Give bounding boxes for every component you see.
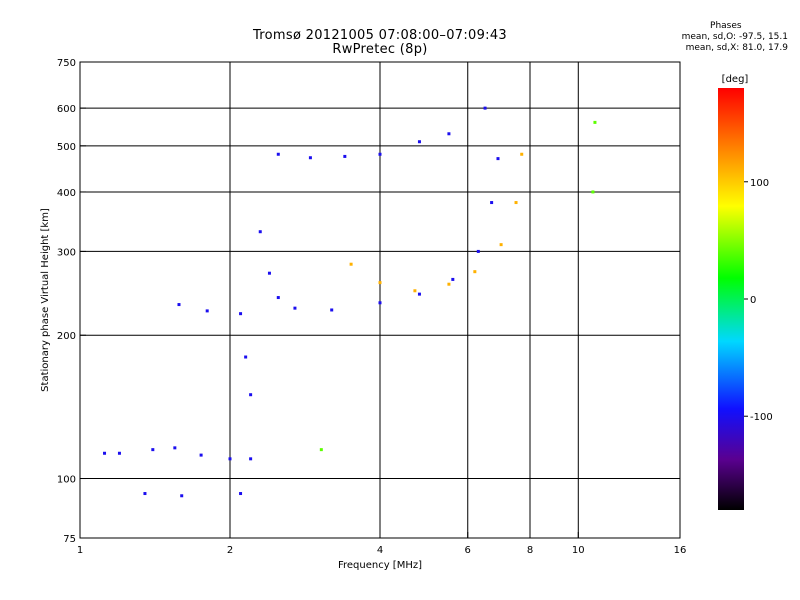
grid-lines bbox=[80, 62, 680, 538]
y-tick-label: 100 bbox=[57, 475, 76, 486]
echo-point bbox=[378, 301, 382, 305]
x-tick-label: 8 bbox=[527, 545, 533, 556]
echo-point bbox=[244, 355, 248, 359]
chart-subtitle: RwPretec (8p) bbox=[332, 42, 428, 57]
colorbar-tick-label: 100 bbox=[750, 178, 769, 189]
x-tick-label: 2 bbox=[227, 545, 233, 556]
x-axis-label: Frequency [MHz] bbox=[338, 560, 422, 571]
y-axis-label: Stationary phase Virtual Height [km] bbox=[40, 208, 51, 392]
echo-point bbox=[378, 281, 382, 285]
echo-point bbox=[228, 457, 232, 461]
echo-point bbox=[593, 120, 597, 124]
echo-point bbox=[173, 446, 177, 450]
phase-x-mode-line: mean, sd,X: 81.0, 17.9 bbox=[685, 43, 788, 53]
echo-point bbox=[205, 309, 209, 313]
y-tick-label: 400 bbox=[57, 188, 76, 199]
echo-point bbox=[267, 271, 271, 275]
y-tick-label: 750 bbox=[57, 58, 76, 69]
echo-point bbox=[473, 270, 477, 274]
echo-point bbox=[117, 451, 121, 455]
echo-point bbox=[417, 292, 421, 296]
phase-statistics-title: Phases bbox=[710, 21, 742, 31]
echo-point bbox=[447, 132, 451, 136]
y-tick-label: 600 bbox=[57, 104, 76, 115]
x-tick-label: 10 bbox=[572, 545, 585, 556]
echo-point bbox=[349, 262, 353, 266]
echo-point bbox=[476, 249, 480, 253]
colorbar-ticks: 100 0 -100 bbox=[744, 178, 773, 423]
echo-point bbox=[239, 492, 243, 496]
y-tick-label: 75 bbox=[63, 534, 76, 545]
echo-point bbox=[293, 306, 297, 310]
echo-point bbox=[378, 152, 382, 156]
echo-point bbox=[490, 201, 494, 205]
echo-point bbox=[451, 277, 455, 281]
echo-point bbox=[417, 140, 421, 144]
x-tick-label: 1 bbox=[77, 545, 83, 556]
echo-point bbox=[496, 157, 500, 161]
echo-point bbox=[343, 154, 347, 158]
echo-point bbox=[239, 312, 243, 316]
echo-point bbox=[520, 152, 524, 156]
echo-point bbox=[103, 451, 107, 455]
echo-point bbox=[249, 457, 253, 461]
echo-point bbox=[249, 393, 253, 397]
phase-o-mode-line: mean, sd,O: -97.5, 15.1 bbox=[681, 32, 788, 42]
echo-point bbox=[180, 494, 184, 498]
echo-point bbox=[199, 453, 203, 457]
echo-point bbox=[319, 448, 323, 452]
y-tick-label: 500 bbox=[57, 142, 76, 153]
echo-point bbox=[514, 201, 518, 205]
colorbar-label: [deg] bbox=[722, 74, 749, 85]
x-axis-ticks: 1 2 4 6 8 10 16 bbox=[77, 532, 687, 556]
data-points bbox=[103, 106, 597, 498]
y-tick-label: 200 bbox=[57, 331, 76, 342]
echo-point bbox=[258, 230, 262, 234]
echo-point bbox=[413, 289, 417, 293]
echo-point bbox=[483, 106, 487, 110]
echo-point bbox=[151, 448, 155, 452]
echo-point bbox=[143, 492, 147, 496]
echo-point bbox=[177, 303, 181, 307]
y-tick-label: 300 bbox=[57, 247, 76, 258]
phase-statistics: Phases mean, sd,O: -97.5, 15.1 mean, sd,… bbox=[682, 21, 788, 54]
x-tick-label: 16 bbox=[674, 545, 687, 556]
echo-point bbox=[330, 308, 334, 312]
echo-point bbox=[447, 282, 451, 286]
chart-title: Tromsø 20121005 07:08:00–07:09:43 bbox=[252, 28, 508, 43]
y-axis-ticks: 75 100 200 300 400 500 600 750 bbox=[57, 58, 86, 545]
echo-point bbox=[308, 156, 312, 160]
echo-point bbox=[276, 152, 280, 156]
colorbar-tick-label: -100 bbox=[750, 412, 773, 423]
x-tick-label: 6 bbox=[465, 545, 471, 556]
colorbar: [deg] 100 0 -100 bbox=[718, 74, 773, 510]
colorbar-tick-label: 0 bbox=[750, 295, 756, 306]
echo-point bbox=[276, 296, 280, 300]
colorbar-gradient bbox=[718, 88, 744, 510]
x-tick-label: 4 bbox=[377, 545, 383, 556]
echo-point bbox=[591, 190, 595, 194]
echo-point bbox=[499, 243, 503, 247]
